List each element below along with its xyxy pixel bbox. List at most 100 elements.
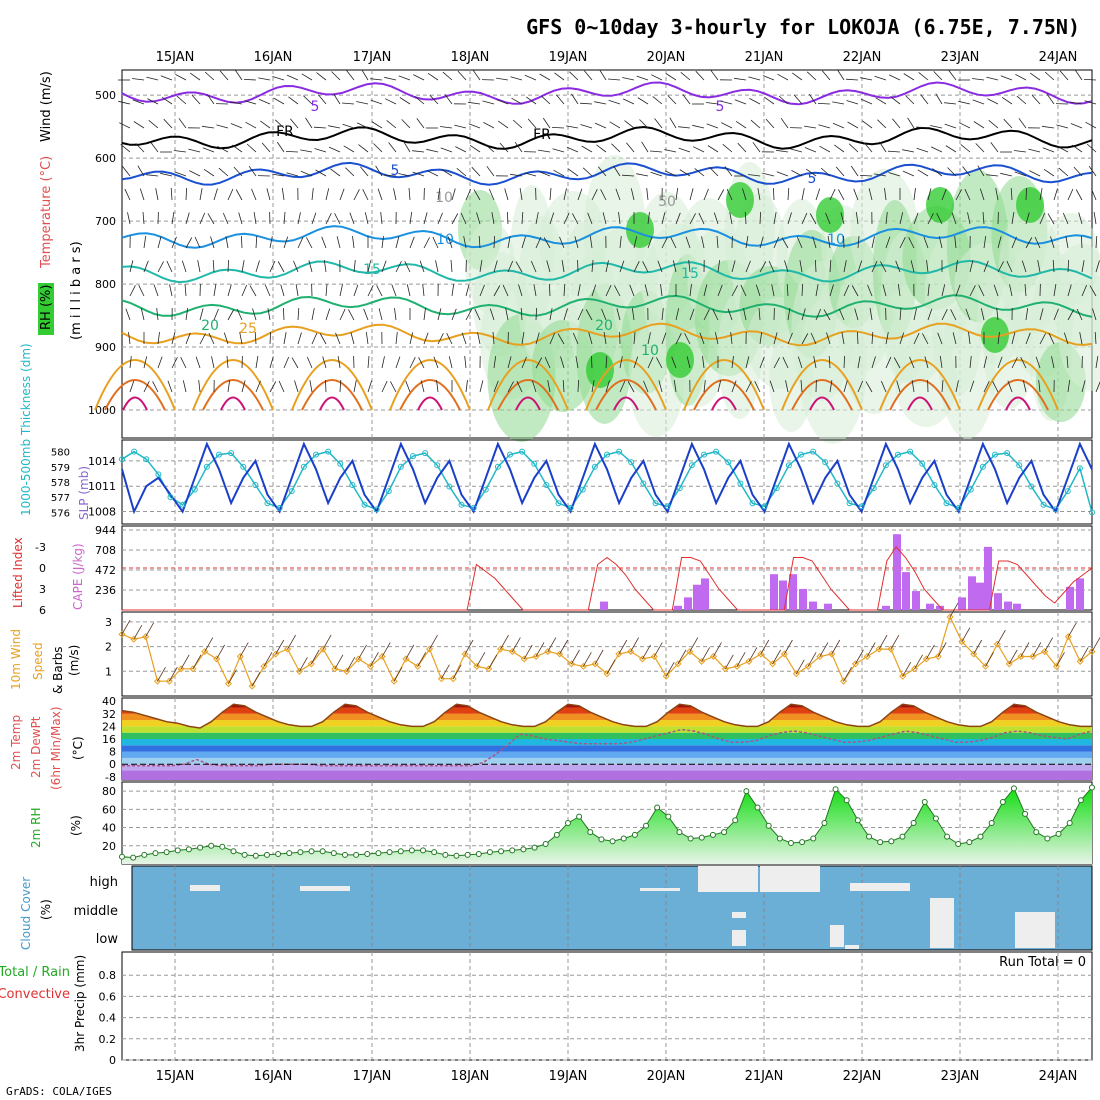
wind-barb [639, 119, 649, 129]
wind-barb [1031, 94, 1041, 105]
isotherm-arch [977, 359, 1059, 411]
wind-barb [238, 212, 243, 225]
rh-high-core [726, 182, 754, 218]
wind-barb [554, 72, 565, 81]
wind-barb [813, 356, 817, 369]
wind-barb [276, 141, 285, 153]
wind-barb [621, 174, 635, 177]
wind-barb [119, 122, 131, 129]
wind-barb [910, 260, 915, 273]
wind-barb [538, 171, 551, 177]
wind-barb [194, 236, 201, 249]
wind-barb [601, 308, 607, 321]
wind-barb [432, 236, 439, 249]
thickness-point [410, 453, 416, 460]
wind-barb [342, 123, 355, 129]
wind-barb [1051, 356, 1055, 369]
contour-label: 10 [641, 343, 659, 359]
wind-barb [170, 187, 173, 201]
wind-speed-point [1041, 647, 1049, 656]
wind-barb-10m [145, 622, 155, 637]
wind-barb [997, 332, 1000, 345]
wind-barb [306, 237, 313, 249]
wind-barb [278, 380, 285, 393]
wind-barb [577, 379, 579, 393]
wind-barb [964, 188, 971, 201]
cape-bar [674, 605, 682, 610]
wind-barb [222, 212, 229, 225]
wind-barb [267, 308, 271, 321]
wind-speed-point [402, 655, 410, 663]
wind-barb [335, 332, 341, 345]
wind-barb [146, 76, 159, 81]
wind-barb [860, 77, 873, 81]
ylabel-total-rain: Total / Rain [0, 965, 70, 980]
wind-barb [163, 118, 173, 129]
wind-speed-point [544, 647, 552, 656]
wind-barb [1078, 212, 1083, 225]
wind-barb [915, 126, 929, 129]
wind-barb [266, 188, 271, 201]
wind-barb [437, 333, 444, 345]
wind-barb [815, 308, 822, 321]
wind-barb-10m [239, 642, 249, 657]
rh-point [743, 788, 750, 795]
wind-barb [210, 236, 215, 249]
wind-barb [1021, 260, 1027, 273]
wind-barb [273, 97, 285, 105]
cloud-fill [732, 930, 746, 946]
wind-barb [283, 332, 287, 345]
wind-barb [227, 284, 232, 297]
wind-barb [841, 332, 845, 345]
wind-barb [633, 261, 640, 273]
wind-barb [560, 356, 565, 369]
wind-barb [1042, 147, 1055, 153]
contour-label: 15 [363, 262, 381, 278]
date-label-bottom: 17JAN [353, 1069, 392, 1084]
wind-barb [778, 95, 789, 105]
wind-barb [871, 356, 876, 369]
wind-barb [157, 332, 160, 345]
wind-barb [218, 167, 229, 177]
thickness-point [349, 482, 356, 489]
wind-barb [346, 70, 355, 81]
wind-barb [631, 308, 635, 321]
wind-barb [688, 260, 691, 273]
contour-label: 5 [808, 171, 817, 187]
wind-barb [823, 309, 831, 321]
ylabel-rh2m: 2m RH [29, 808, 43, 849]
wind-speed-point [863, 652, 871, 661]
wind-barb-10m [618, 639, 628, 655]
wind-barb [616, 308, 621, 321]
wind-barb-10m [441, 664, 450, 679]
wind-barb [496, 77, 509, 81]
wind-barb [960, 144, 971, 153]
wind-speed-point [532, 652, 540, 661]
wind-barb [863, 142, 873, 153]
wind-barb [1092, 308, 1097, 321]
wind-barb [451, 188, 456, 201]
rh-point [252, 852, 259, 859]
wind-barb [118, 100, 131, 105]
wind-barb [199, 308, 204, 321]
cape-bar [693, 584, 701, 610]
wind-barb [269, 236, 273, 249]
rh-point [286, 850, 293, 857]
thickness-point [737, 480, 744, 487]
rh-point [999, 799, 1006, 806]
wind-barb [773, 357, 780, 369]
wind-barb [507, 211, 509, 225]
wind-barb [330, 168, 341, 177]
cape-bar [926, 603, 934, 610]
rh-point [442, 851, 449, 858]
wind-barb [315, 169, 327, 177]
wind-barb [448, 356, 453, 369]
wind-barb [207, 213, 215, 225]
wind-barb [967, 212, 971, 225]
thickness-point [761, 503, 768, 510]
wind-barb-10m [263, 652, 273, 667]
wind-barb [857, 235, 860, 249]
wind-barb-10m [393, 666, 403, 682]
wind-barb [1043, 168, 1055, 177]
wind-barb [997, 236, 1002, 249]
